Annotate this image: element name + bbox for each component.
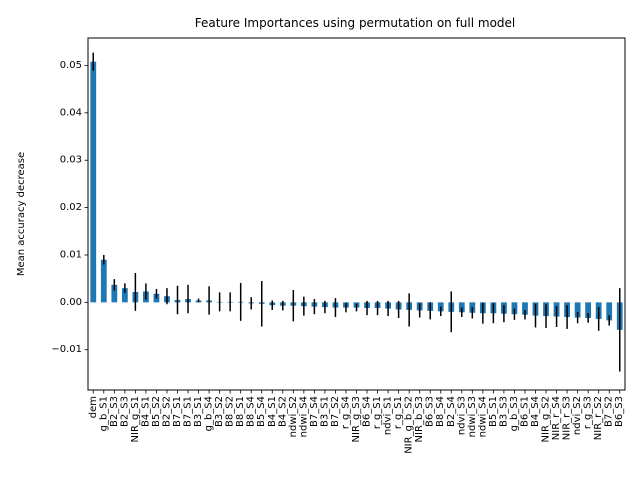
x-tick-label: B5_S4 — [256, 396, 267, 427]
x-tick-label: B3_S1 — [319, 396, 330, 427]
x-tick-label: dem — [88, 396, 99, 418]
x-tick-label: B8_S1 — [235, 396, 246, 427]
chart-title: Feature Importances using permutation on… — [195, 16, 516, 30]
x-tick-label: B4_S2 — [277, 396, 288, 427]
x-tick-label: g_b_S1 — [98, 396, 109, 431]
x-tick-label: ndvi_S1 — [383, 396, 394, 435]
x-tick-label: NIR_r_S4 — [551, 396, 562, 440]
x-tick-label: B3_S2 — [214, 396, 225, 427]
x-tick-label: B2_S2 — [161, 396, 172, 427]
x-tick-label: B7_S1 — [183, 396, 194, 427]
x-tick-label: B6_S4 — [362, 396, 373, 427]
x-tick-label: g_b_S4 — [204, 396, 215, 431]
x-tick-label: B7_S1 — [172, 396, 183, 427]
bar — [121, 288, 128, 303]
x-tick-label: NIR_b_S3 — [414, 396, 425, 442]
x-tick-label: B8_S4 — [435, 396, 446, 427]
bar — [522, 302, 528, 315]
x-tick-label: ndwi_S2 — [288, 396, 299, 437]
plot-area-frame — [87, 37, 626, 391]
bars-layer — [90, 61, 623, 330]
x-tick-label: B5_S2 — [151, 396, 162, 427]
x-tick-label: B2_S3 — [109, 396, 120, 427]
x-tick-label: B6_S1 — [519, 396, 530, 427]
x-tick-label: NIR_g_S1 — [130, 396, 141, 442]
x-tick-label: ndvi_S3 — [456, 396, 467, 435]
x-tick-label: r_g_S4 — [340, 396, 351, 429]
x-tick-label: B8_S4 — [246, 396, 257, 427]
x-tick-label: B4_S4 — [530, 396, 541, 427]
x-tick-label: B7_S2 — [330, 396, 341, 427]
x-tick-label: NIR_g_b_S2 — [404, 396, 415, 454]
y-tick-label: 0.04 — [60, 107, 82, 118]
x-tick-label: B8_S2 — [225, 396, 236, 427]
bar — [100, 259, 107, 303]
x-axis-ticks: dem g_b_S1 B2_S3 B2_S3 NIR_g_S1 B4_S1 B5_S2 B2_… — [88, 390, 625, 454]
x-tick-label: ndwi_S3 — [467, 396, 478, 437]
x-tick-label: ndwi_S4 — [477, 396, 488, 437]
x-tick-label: B6_S3 — [425, 396, 436, 427]
x-tick-label: r_g_S3 — [583, 396, 594, 429]
x-tick-label: B4_S1 — [267, 396, 278, 427]
x-tick-label: NIR_g_S2 — [541, 396, 552, 442]
x-tick-label: g_b_S3 — [509, 396, 520, 431]
bar — [585, 302, 592, 318]
x-tick-label: B2_S3 — [119, 396, 130, 427]
x-tick-label: B4_S1 — [140, 396, 151, 427]
bar — [606, 302, 613, 321]
y-tick-label: 0.01 — [60, 249, 82, 260]
x-tick-label: r_g_S1 — [393, 396, 404, 429]
x-tick-label: ndvi_S2 — [572, 396, 583, 435]
y-axis-label: Mean accuracy decrease — [16, 152, 27, 276]
x-tick-label: B3_S3 — [498, 396, 509, 427]
bar — [458, 302, 465, 313]
x-tick-label: NIR_r_S2 — [593, 396, 604, 440]
bar — [574, 302, 581, 318]
bar — [511, 302, 518, 315]
x-tick-label: r_g_S1 — [372, 396, 383, 429]
y-tick-label: 0.03 — [60, 155, 82, 166]
x-tick-label: ndwi_S4 — [298, 396, 309, 437]
x-tick-label: B7_S2 — [604, 396, 615, 427]
x-tick-label: B7_S4 — [309, 396, 320, 427]
y-axis-ticks: −0.01 0.00 0.01 0.02 0.03 0.04 0.05 — [51, 60, 88, 355]
x-tick-label: B5_S1 — [488, 396, 499, 427]
x-tick-label: NIR_g_S3 — [351, 396, 362, 442]
y-tick-label: −0.01 — [51, 344, 82, 355]
error-bars-layer — [92, 52, 621, 372]
x-tick-label: B3_S1 — [193, 396, 204, 427]
y-tick-label: 0.02 — [60, 202, 82, 213]
x-tick-label: B6_S3 — [614, 396, 625, 427]
bar — [90, 61, 97, 303]
x-tick-label: NIR_r_S3 — [562, 396, 573, 440]
bar — [111, 284, 118, 303]
x-tick-label: B2_S4 — [446, 396, 457, 427]
y-tick-label: 0.00 — [60, 297, 82, 308]
y-tick-label: 0.05 — [60, 60, 82, 71]
